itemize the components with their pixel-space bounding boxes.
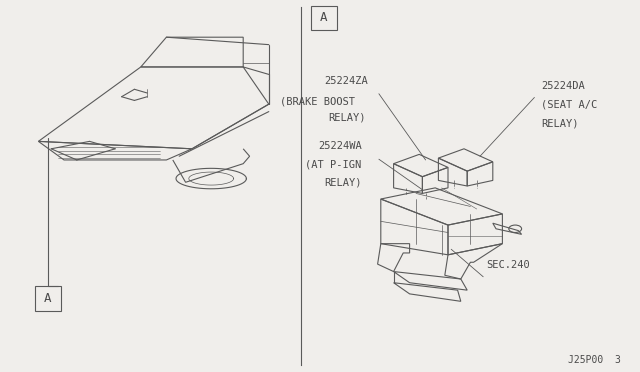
Text: A: A bbox=[44, 292, 52, 305]
Text: 25224WA: 25224WA bbox=[318, 141, 362, 151]
Text: SEC.240: SEC.240 bbox=[486, 260, 530, 270]
Text: 25224DA: 25224DA bbox=[541, 81, 584, 91]
Bar bbox=[311, 6, 337, 30]
Text: 25224ZA: 25224ZA bbox=[324, 76, 368, 86]
Text: (AT P-IGN: (AT P-IGN bbox=[305, 159, 362, 169]
Text: (BRAKE BOOST: (BRAKE BOOST bbox=[280, 96, 355, 106]
Text: RELAY): RELAY) bbox=[324, 178, 362, 188]
Text: A: A bbox=[320, 11, 328, 24]
Text: (SEAT A/C: (SEAT A/C bbox=[541, 100, 597, 110]
Text: RELAY): RELAY) bbox=[541, 118, 579, 128]
Bar bbox=[35, 286, 61, 311]
Text: J25P00  3: J25P00 3 bbox=[568, 355, 621, 365]
Text: RELAY): RELAY) bbox=[328, 113, 366, 123]
